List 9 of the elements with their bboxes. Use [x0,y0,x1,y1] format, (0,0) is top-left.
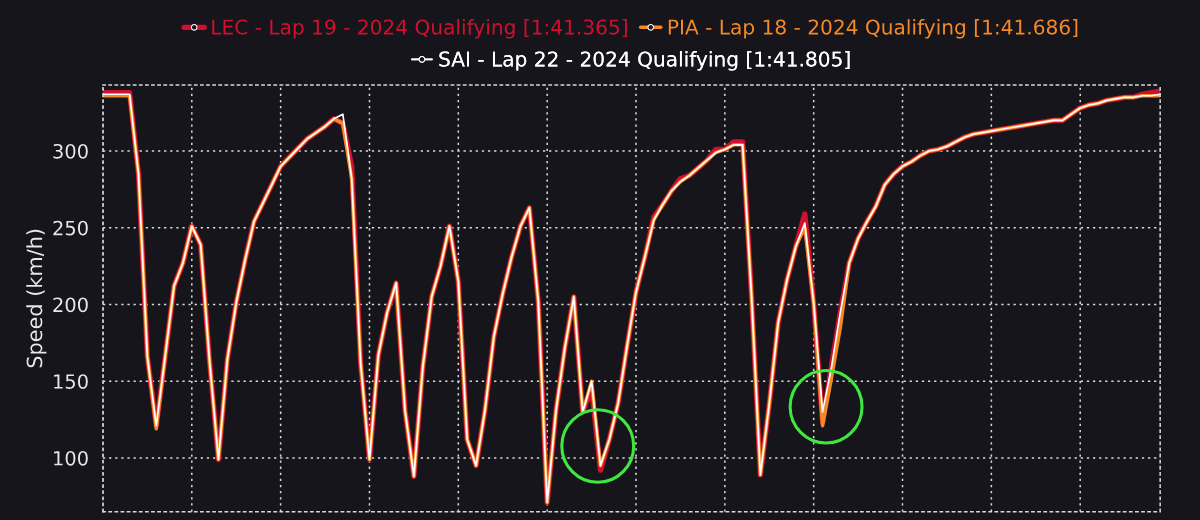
legend-label: SAI - Lap 22 - 2024 Qualifying [1:41.805] [439,51,850,71]
y-tick-label: 150 [54,374,88,389]
y-tick-label: 250 [53,220,88,236]
y-axis-title: Speed (km/h) [26,229,47,368]
y-tick-label: 300 [53,143,88,159]
legend-label: PIA - Lap 18 - 2024 Qualifying [1:41.686] [668,19,1078,39]
legend-label: LEC - Lap 19 - 2024 Qualifying [1:41.365] [212,19,627,39]
y-tick-label: 200 [53,297,88,313]
y-tick-label: 100 [54,450,88,466]
